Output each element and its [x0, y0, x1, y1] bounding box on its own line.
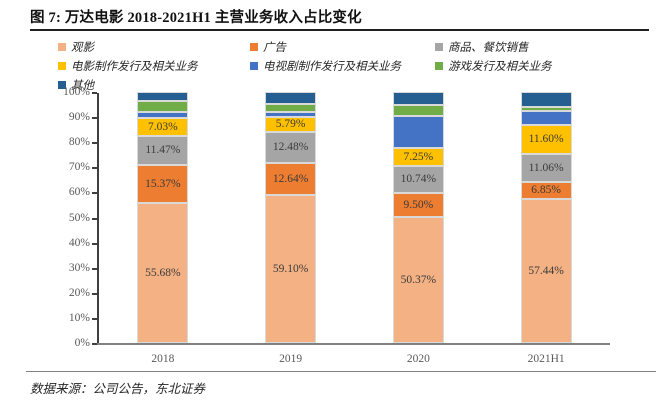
y-axis-tick [92, 267, 97, 270]
legend-item-观影: 观影 [58, 39, 94, 55]
y-axis-tick-label: 40% [68, 236, 90, 249]
legend-item-电视剧制作发行及相关业务: 电视剧制作发行及相关业务 [250, 58, 401, 74]
segment-观影 [392, 216, 444, 343]
legend-label: 电视剧制作发行及相关业务 [263, 61, 401, 73]
segment-游戏发行及相关业务 [392, 104, 444, 116]
segment-电影制作发行及相关业务 [392, 147, 444, 166]
segment-电视剧制作发行及相关业务 [137, 112, 189, 119]
y-axis-tick [92, 317, 97, 320]
segment-广告 [520, 181, 572, 199]
y-axis-tick-label: 60% [68, 186, 90, 199]
segment-观影 [520, 198, 572, 343]
y-axis-tick [92, 242, 97, 245]
y-axis-tick [92, 92, 97, 95]
segment-电影制作发行及相关业务 [520, 124, 572, 154]
legend-swatch-icon [58, 43, 66, 51]
y-axis-tick [92, 217, 97, 220]
y-axis-tick [92, 343, 97, 345]
x-axis-line [97, 343, 610, 345]
x-axis-category-label: 2018 [151, 353, 175, 365]
figure-title: 图 7: 万达电影 2018-2021H1 主营业务收入占比变化 [30, 10, 362, 26]
segment-其他 [520, 92, 572, 108]
segment-广告 [265, 162, 317, 195]
segment-观影 [137, 203, 189, 343]
legend-label: 电影制作发行及相关业务 [71, 61, 198, 73]
legend-swatch-icon [250, 43, 258, 51]
legend-item-游戏发行及相关业务: 游戏发行及相关业务 [435, 58, 552, 74]
segment-广告 [392, 192, 444, 217]
segment-电视剧制作发行及相关业务 [520, 111, 572, 125]
legend-item-商品、餐饮销售: 商品、餐饮销售 [435, 39, 529, 55]
y-axis-tick-label: 30% [68, 261, 90, 274]
segment-商品、餐饮销售 [265, 131, 317, 163]
legend-swatch-icon [435, 62, 443, 70]
y-axis-tick-label: 0% [74, 337, 90, 349]
legend-item-电影制作发行及相关业务: 电影制作发行及相关业务 [58, 58, 198, 74]
segment-其他 [137, 92, 189, 102]
y-axis-tick [92, 142, 97, 145]
segment-商品、餐饮销售 [520, 153, 572, 182]
stacked-bar-plot-area: 0% 10% 20% 30% 40% 50% 60% 70% 80% 90% 100% 55.68% 1… [63, 86, 610, 365]
y-axis-tick [92, 167, 97, 170]
y-axis-tick-label: 80% [68, 136, 90, 149]
x-axis-category-label: 2021H1 [527, 353, 565, 365]
segment-商品、餐饮销售 [137, 135, 189, 165]
legend-label: 观影 [71, 42, 94, 54]
footer-divider [26, 371, 656, 372]
legend-swatch-icon [58, 62, 66, 70]
y-axis-tick [92, 117, 97, 120]
legend-item-广告: 广告 [250, 39, 286, 55]
segment-游戏发行及相关业务 [265, 103, 317, 113]
segment-电影制作发行及相关业务 [265, 117, 317, 132]
x-axis-category-label: 2020 [406, 353, 430, 365]
segment-商品、餐饮销售 [392, 165, 444, 193]
segment-电影制作发行及相关业务 [137, 118, 189, 136]
title-divider [30, 29, 649, 31]
y-axis-tick-label: 20% [68, 286, 90, 299]
legend-label: 其他 [71, 80, 94, 92]
segment-广告 [137, 164, 189, 204]
segment-游戏发行及相关业务 [520, 107, 572, 112]
legend-label: 游戏发行及相关业务 [448, 61, 552, 73]
x-axis-category-label: 2019 [279, 353, 303, 365]
chart-legend: 观影 广告 商品、餐饮销售电影制作发行及相关业务 电视剧制作发行及相关业务 游戏发行及相… [58, 39, 638, 95]
legend-label: 商品、餐饮销售 [448, 42, 529, 54]
y-axis-line [97, 93, 99, 344]
segment-游戏发行及相关业务 [137, 101, 189, 113]
y-axis-tick-label: 70% [68, 161, 90, 174]
legend-swatch-icon [58, 81, 66, 89]
segment-观影 [265, 194, 317, 343]
legend-label: 广告 [263, 42, 286, 54]
segment-电视剧制作发行及相关业务 [392, 115, 444, 148]
y-axis-tick-label: 100% [63, 86, 90, 98]
y-axis-tick [92, 192, 97, 195]
legend-item-其他: 其他 [58, 77, 94, 93]
legend-swatch-icon [250, 62, 258, 70]
y-axis-tick-label: 10% [68, 311, 90, 324]
data-source-note: 数据来源：公司公告，东北证券 [30, 382, 206, 396]
segment-电视剧制作发行及相关业务 [265, 112, 317, 118]
y-axis-tick [92, 292, 97, 295]
y-axis-tick-label: 90% [68, 111, 90, 124]
segment-其他 [392, 92, 444, 105]
legend-swatch-icon [435, 43, 443, 51]
y-axis-tick-label: 50% [68, 211, 90, 224]
segment-其他 [265, 92, 317, 104]
